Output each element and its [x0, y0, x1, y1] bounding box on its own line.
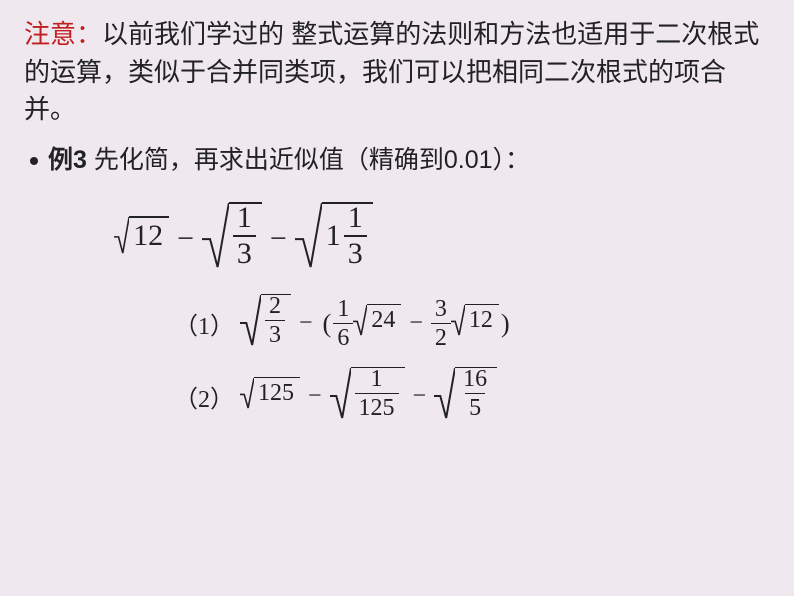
left-paren: ( — [323, 308, 332, 339]
sqrt-body: 12 — [129, 216, 169, 252]
radical-icon — [240, 377, 254, 416]
fraction-denominator: 125 — [355, 393, 399, 420]
note-text: 以前我们学过的 整式运算的法则和方法也适用于二次根式的运算，类似于合并同类项，我… — [24, 19, 759, 124]
sqrt: 13 — [202, 202, 262, 276]
fraction-denominator: 3 — [233, 235, 256, 269]
sqrt-body: 1125 — [351, 367, 405, 417]
fraction: 165 — [459, 367, 491, 420]
sqrt-body: 13 — [229, 202, 262, 266]
radical-icon — [114, 216, 129, 262]
sqrt-value: 24 — [371, 307, 395, 334]
minus-operator: − — [409, 310, 423, 337]
fraction: 13 — [233, 203, 256, 269]
fraction-numerator: 3 — [431, 297, 451, 323]
fraction-denominator: 6 — [333, 323, 353, 350]
sub-items: （1）23−(1624−3212)（2）125−1125−165 — [114, 294, 770, 426]
note-paragraph: 注意：以前我们学过的 整式运算的法则和方法也适用于二次根式的运算，类似于合并同类… — [24, 16, 770, 129]
math-area: 12−13−113 （1）23−(1624−3212)（2）125−1125−1… — [24, 202, 770, 426]
sqrt: 113 — [295, 202, 373, 276]
sqrt-value: 125 — [258, 380, 294, 407]
fraction-numerator: 1 — [344, 203, 367, 235]
sqrt-body: 113 — [322, 202, 373, 266]
fraction: 16 — [333, 297, 353, 350]
example-body: 先化简，再求出近似值（精确到0.01）： — [87, 146, 530, 174]
mixed-whole: 1 — [326, 219, 341, 253]
fraction-numerator: 16 — [459, 367, 491, 393]
sqrt-value: 12 — [133, 219, 163, 253]
sqrt: 23 — [240, 294, 291, 353]
sqrt: 1125 — [330, 367, 405, 426]
fraction: 23 — [265, 294, 285, 347]
sqrt-body: 23 — [261, 294, 291, 344]
slide-content: 注意：以前我们学过的 整式运算的法则和方法也适用于二次根式的运算，类似于合并同类… — [0, 0, 794, 456]
right-paren: ) — [501, 308, 510, 339]
radical-icon — [202, 202, 229, 276]
note-label: 注意： — [24, 19, 102, 49]
item-label: （1） — [174, 306, 234, 341]
fraction-denominator: 2 — [431, 323, 451, 350]
fraction: 32 — [431, 297, 451, 350]
fraction-numerator: 1 — [333, 297, 353, 323]
fraction-numerator: 2 — [265, 294, 285, 320]
sqrt-value: 12 — [469, 307, 493, 334]
sub-expression: （1）23−(1624−3212) — [114, 294, 770, 353]
fraction-numerator: 1 — [233, 203, 256, 235]
minus-operator: − — [308, 383, 322, 410]
mixed-number: 113 — [326, 203, 367, 269]
bullet-icon — [30, 157, 38, 165]
example-line: 例3 先化简，再求出近似值（精确到0.01）： — [24, 143, 770, 178]
main-expression: 12−13−113 — [114, 202, 770, 276]
sqrt: 24 — [353, 304, 401, 343]
sqrt: 125 — [240, 377, 300, 416]
radical-icon — [353, 304, 367, 343]
sqrt-body: 165 — [455, 367, 497, 417]
radical-icon — [295, 202, 322, 276]
sqrt: 165 — [434, 367, 497, 426]
fraction: 13 — [344, 203, 367, 269]
sqrt: 12 — [114, 216, 169, 262]
fraction-denominator: 3 — [344, 235, 367, 269]
example-prefix: 例3 — [48, 146, 87, 174]
fraction: 1125 — [355, 367, 399, 420]
sqrt-body: 125 — [254, 377, 300, 407]
sub-expression: （2）125−1125−165 — [114, 367, 770, 426]
sqrt-body: 12 — [465, 304, 499, 334]
fraction-numerator: 1 — [367, 367, 387, 393]
sqrt-body: 24 — [367, 304, 401, 334]
fraction-denominator: 3 — [265, 320, 285, 347]
minus-operator: − — [299, 310, 313, 337]
radical-icon — [330, 367, 351, 426]
radical-icon — [451, 304, 465, 343]
radical-icon — [240, 294, 261, 353]
fraction-denominator: 5 — [465, 393, 485, 420]
minus-operator: − — [413, 383, 427, 410]
minus-operator: − — [270, 222, 287, 256]
item-label: （2） — [174, 379, 234, 414]
minus-operator: − — [177, 222, 194, 256]
radical-icon — [434, 367, 455, 426]
sqrt: 12 — [451, 304, 499, 343]
